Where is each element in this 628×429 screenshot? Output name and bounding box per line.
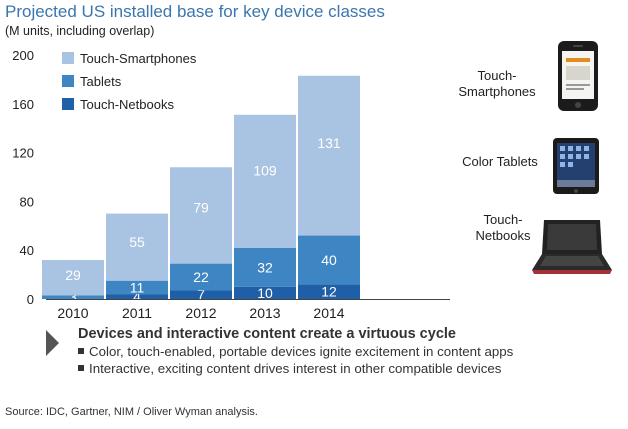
stacked-bar-chart: 0 40 80 120 160 200 3 29 2010 411 55 2011 7 22 79 2012 1…	[12, 48, 450, 321]
data-label: 7	[197, 287, 205, 303]
x-tick-label: 2013	[249, 305, 280, 321]
bar-segment	[234, 286, 296, 299]
data-label: 3	[69, 289, 77, 305]
data-label: 40	[321, 252, 337, 268]
x-tick-label: 2014	[313, 305, 344, 321]
bar-segment	[106, 280, 168, 295]
data-label: 109	[253, 163, 277, 179]
x-tick-label: 2011	[122, 305, 152, 321]
bullet-square-icon	[78, 348, 84, 355]
y-tick-label: 80	[20, 194, 34, 209]
data-label: 12	[321, 284, 337, 300]
data-label: 10	[257, 285, 273, 301]
bar-segment	[42, 295, 104, 299]
data-label: 22	[193, 269, 209, 285]
y-tick-label: 0	[27, 292, 34, 307]
bar-segment	[170, 290, 232, 299]
callout-bullet-text: Interactive, exciting content drives int…	[89, 361, 502, 376]
bar-segment	[106, 213, 168, 281]
data-label: 4	[133, 289, 141, 305]
tablet-icon	[553, 138, 599, 194]
side-label-smartphones: Touch- Smartphones	[458, 68, 536, 99]
netbook-icon	[532, 220, 612, 274]
bar-segment	[42, 259, 104, 296]
y-tick-label: 200	[12, 48, 34, 63]
callout-bullet: Color, touch-enabled, portable devices i…	[78, 344, 624, 359]
bar-segment	[234, 114, 296, 248]
arrow-right-icon	[46, 330, 59, 356]
smartphone-icon	[558, 41, 598, 111]
y-tick-label: 40	[20, 243, 34, 258]
data-label: 11	[130, 279, 145, 295]
chart-subtitle: (M units, including overlap)	[5, 24, 155, 38]
bar-segment	[106, 294, 168, 299]
legend-label: Tablets	[80, 74, 122, 89]
bar-segment	[298, 75, 360, 236]
bar-segment	[170, 263, 232, 291]
side-label-netbooks: Touch- Netbooks	[475, 212, 531, 243]
y-tick-label: 120	[12, 146, 34, 161]
data-label: 32	[257, 259, 273, 275]
x-tick-label: 2010	[57, 305, 88, 321]
data-label: 79	[193, 200, 209, 216]
data-label: 55	[129, 234, 145, 250]
bar-segment	[298, 284, 360, 299]
x-tick-label: 2012	[185, 305, 216, 321]
data-label: 29	[65, 267, 81, 283]
legend-label: Touch-Smartphones	[80, 51, 197, 66]
callout-box: Devices and interactive content create a…	[46, 326, 624, 376]
legend-label: Touch-Netbooks	[80, 97, 174, 112]
bar-segment	[170, 167, 232, 264]
callout-bullet: Interactive, exciting content drives int…	[78, 361, 624, 376]
bar-segment	[298, 235, 360, 285]
callout-bullet-text: Color, touch-enabled, portable devices i…	[89, 344, 514, 359]
legend-swatch	[62, 98, 74, 110]
legend-swatch	[62, 75, 74, 87]
data-label: 131	[317, 135, 341, 151]
bar-segment	[234, 247, 296, 287]
chart-title: Projected US installed base for key devi…	[5, 2, 385, 21]
side-label-tablets: Color Tablets	[462, 154, 538, 169]
bullet-square-icon	[78, 365, 84, 372]
y-tick-label: 160	[12, 97, 34, 112]
source-note: Source: IDC, Gartner, NIM / Oliver Wyman…	[5, 406, 258, 418]
callout-heading: Devices and interactive content create a…	[78, 326, 456, 342]
legend-swatch	[62, 52, 74, 64]
